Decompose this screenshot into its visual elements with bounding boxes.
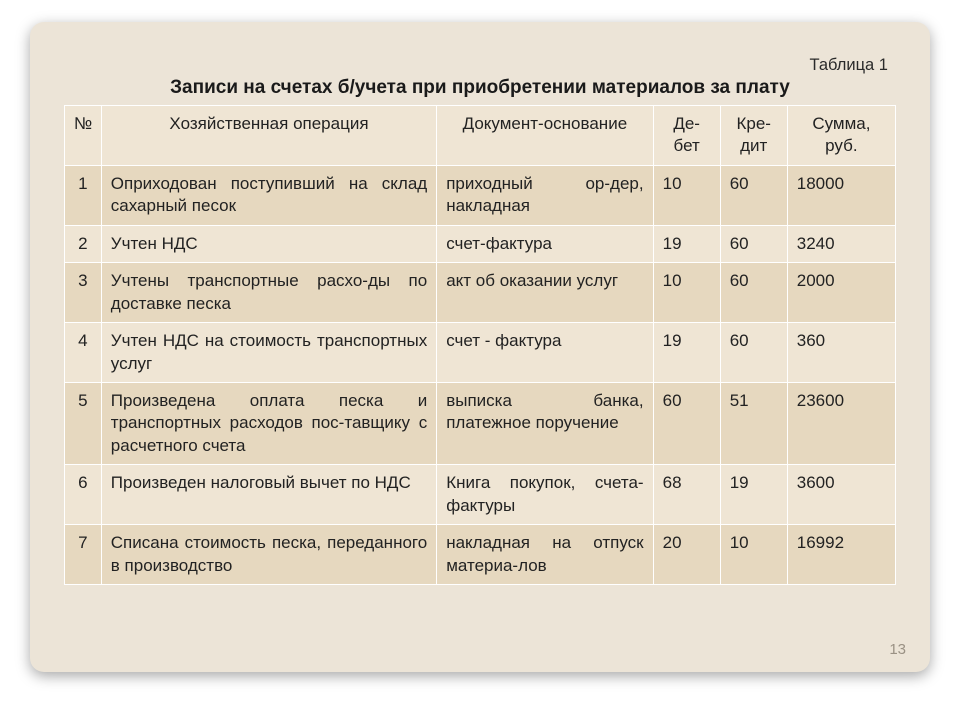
cell-debit: 19 [653, 225, 720, 262]
cell-sum: 18000 [787, 165, 895, 225]
cell-doc: Книга покупок, счета-фактуры [437, 465, 653, 525]
table-row: 5 Произведена оплата песка и транспортны… [65, 382, 896, 464]
cell-sum: 3240 [787, 225, 895, 262]
cell-num: 6 [65, 465, 102, 525]
cell-doc: счет-фактура [437, 225, 653, 262]
cell-sum: 360 [787, 323, 895, 383]
col-credit: Кре-дит [720, 106, 787, 166]
cell-credit: 60 [720, 225, 787, 262]
table-row: 2 Учтен НДС счет-фактура 19 60 3240 [65, 225, 896, 262]
table-row: 4 Учтен НДС на стоимость транспортных ус… [65, 323, 896, 383]
cell-doc: выписка банка, платежное поручение [437, 382, 653, 464]
cell-num: 7 [65, 525, 102, 585]
cell-op: Учтен НДС [101, 225, 436, 262]
cell-sum: 2000 [787, 263, 895, 323]
cell-sum: 3600 [787, 465, 895, 525]
cell-op: Учтен НДС на стоимость транспортных услу… [101, 323, 436, 383]
cell-credit: 10 [720, 525, 787, 585]
table-header-row: № Хозяйственная операция Документ-основа… [65, 106, 896, 166]
page-title: Записи на счетах б/учета при приобретени… [64, 77, 896, 99]
cell-num: 2 [65, 225, 102, 262]
table-row: 6 Произведен налоговый вычет по НДС Книг… [65, 465, 896, 525]
table-label: Таблица 1 [64, 56, 896, 75]
col-num: № [65, 106, 102, 166]
table-row: 7 Списана стоимость песка, переданного в… [65, 525, 896, 585]
cell-num: 3 [65, 263, 102, 323]
cell-debit: 68 [653, 465, 720, 525]
col-doc: Документ-основание [437, 106, 653, 166]
col-debit: Де-бет [653, 106, 720, 166]
table-row: 3 Учтены транспортные расхо-ды по достав… [65, 263, 896, 323]
cell-op: Учтены транспортные расхо-ды по доставке… [101, 263, 436, 323]
cell-op: Произведен налоговый вычет по НДС [101, 465, 436, 525]
cell-doc: счет - фактура [437, 323, 653, 383]
cell-debit: 10 [653, 165, 720, 225]
page-number: 13 [889, 641, 906, 658]
cell-doc: приходный ор-дер, накладная [437, 165, 653, 225]
col-sum: Сумма, руб. [787, 106, 895, 166]
cell-op: Списана стоимость песка, переданного в п… [101, 525, 436, 585]
cell-sum: 16992 [787, 525, 895, 585]
cell-debit: 60 [653, 382, 720, 464]
cell-num: 1 [65, 165, 102, 225]
cell-debit: 20 [653, 525, 720, 585]
accounting-entries-table: № Хозяйственная операция Документ-основа… [64, 105, 896, 585]
cell-doc: накладная на отпуск материа-лов [437, 525, 653, 585]
slide-card: Таблица 1 Записи на счетах б/учета при п… [30, 22, 930, 672]
cell-num: 4 [65, 323, 102, 383]
cell-credit: 60 [720, 165, 787, 225]
cell-debit: 10 [653, 263, 720, 323]
cell-credit: 51 [720, 382, 787, 464]
cell-doc: акт об оказании услуг [437, 263, 653, 323]
cell-debit: 19 [653, 323, 720, 383]
cell-credit: 60 [720, 323, 787, 383]
table-body: 1 Оприходован поступивший на склад сахар… [65, 165, 896, 584]
table-row: 1 Оприходован поступивший на склад сахар… [65, 165, 896, 225]
cell-credit: 60 [720, 263, 787, 323]
cell-credit: 19 [720, 465, 787, 525]
cell-sum: 23600 [787, 382, 895, 464]
cell-num: 5 [65, 382, 102, 464]
col-op: Хозяйственная операция [101, 106, 436, 166]
cell-op: Произведена оплата песка и транспортных … [101, 382, 436, 464]
cell-op: Оприходован поступивший на склад сахарны… [101, 165, 436, 225]
